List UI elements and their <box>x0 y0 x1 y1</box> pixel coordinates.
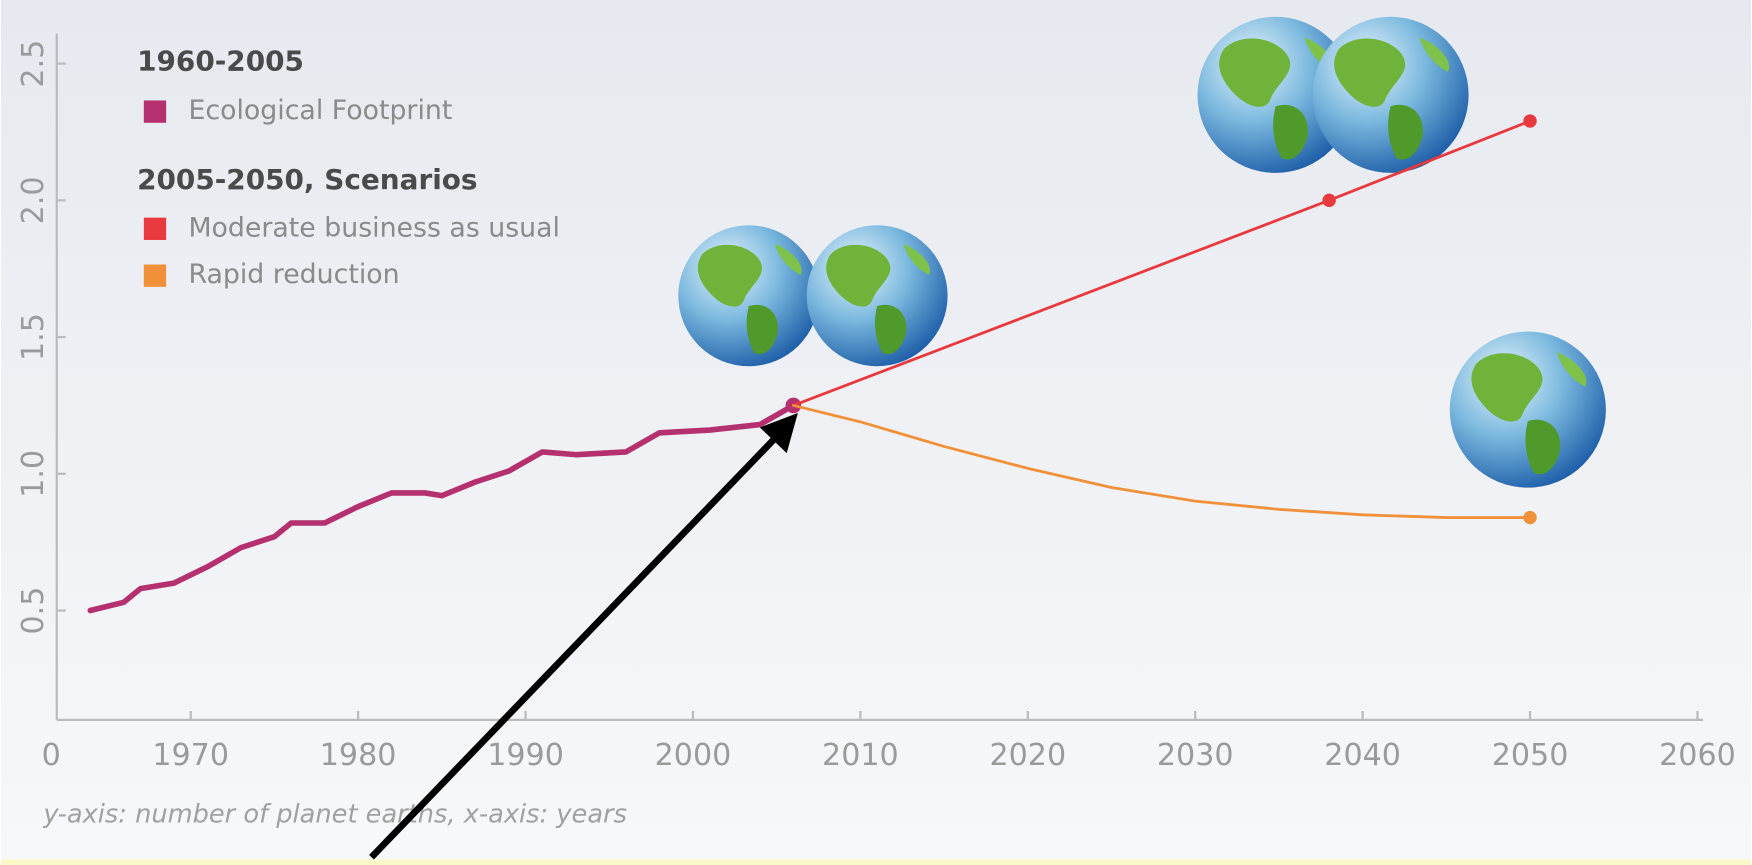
y-tick-label: 2.5 <box>16 40 51 88</box>
x-tick-label: 2060 <box>1659 738 1736 773</box>
series-line <box>792 404 1532 519</box>
arrow-head <box>759 412 798 454</box>
x-tick-label: 2010 <box>822 738 899 773</box>
y-tick-label: 1.0 <box>16 450 51 498</box>
point-marker <box>1322 193 1336 208</box>
legend-swatch <box>143 264 167 287</box>
legend-label: Moderate business as usual <box>188 212 560 243</box>
legend-label: Ecological Footprint <box>188 95 452 126</box>
annotation-arrow <box>369 412 798 860</box>
point-marker <box>1523 510 1537 525</box>
x-tick-label: 2000 <box>655 738 732 773</box>
globe-icon <box>1312 16 1469 173</box>
x-tick-label: 2030 <box>1157 738 1234 773</box>
series-line <box>87 402 797 614</box>
point-marker <box>1523 114 1537 128</box>
x-tick-label: 1970 <box>152 738 229 773</box>
globe-icon <box>806 225 859 367</box>
legend-swatch <box>143 217 167 240</box>
x-tick-label: 1990 <box>487 738 564 773</box>
legend-heading: 2005-2050, Scenarios <box>137 163 477 196</box>
caption: y-axis: number of planet earths, x-axis:… <box>42 799 627 829</box>
arrow-shaft <box>369 430 783 860</box>
y-tick-label: 2.0 <box>16 176 51 224</box>
x-tick-label: 2020 <box>989 738 1066 773</box>
bottom-strip <box>0 859 1752 865</box>
globe-icon <box>678 225 820 367</box>
y-tick-label: 1.5 <box>16 313 51 361</box>
legend-label: Rapid reduction <box>188 259 399 290</box>
legend-heading: 1960-2005 <box>137 45 304 78</box>
globe-icon <box>1449 331 1606 488</box>
origin-label: 0 <box>42 738 61 773</box>
legend-swatch <box>143 100 167 123</box>
x-tick-label: 2050 <box>1492 738 1569 773</box>
x-tick-label: 1980 <box>320 738 397 773</box>
plot <box>87 114 1537 614</box>
x-tick-label: 2040 <box>1324 738 1401 773</box>
y-tick-label: 0.5 <box>16 587 51 635</box>
